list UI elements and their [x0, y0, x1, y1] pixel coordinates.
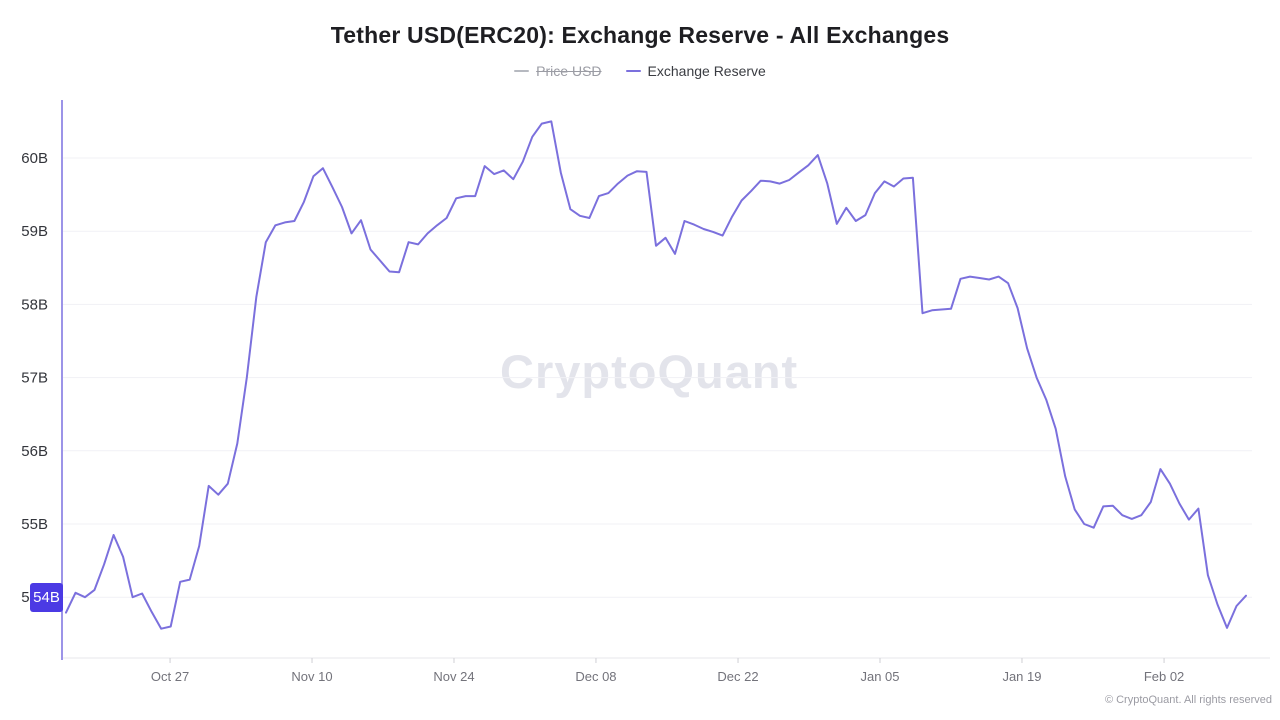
legend: Price USD Exchange Reserve — [0, 63, 1280, 79]
y-axis-label: 56B — [21, 443, 48, 460]
exchange-reserve-line[interactable] — [65, 120, 1247, 630]
chart-title: Tether USD(ERC20): Exchange Reserve - Al… — [330, 22, 950, 48]
legend-dash-icon — [514, 70, 530, 72]
y-axis-label: 55B — [21, 516, 48, 533]
y-axis-label: 58B — [21, 296, 48, 313]
last-value-badge: 54B — [30, 583, 63, 612]
cryptoquant-watermark: CryptoQuant — [500, 345, 799, 398]
legend-dash-icon — [625, 70, 641, 72]
x-axis-label: Dec 22 — [717, 669, 758, 684]
x-axis-label: Dec 08 — [575, 669, 616, 684]
legend-label-exchange-reserve: Exchange Reserve — [647, 63, 766, 79]
legend-label-price-usd: Price USD — [536, 63, 602, 79]
y-axis-label: 60B — [21, 150, 48, 167]
x-axis-label: Nov 24 — [433, 669, 474, 684]
x-axis-label: Oct 27 — [151, 669, 189, 684]
x-axis-label: Jan 19 — [1002, 669, 1041, 684]
x-axis-label: Jan 05 — [860, 669, 899, 684]
legend-item-exchange-reserve[interactable]: Exchange Reserve — [625, 63, 766, 79]
x-axis-label: Feb 02 — [1144, 669, 1184, 684]
x-axis-label: Nov 10 — [291, 669, 332, 684]
y-axis-label: 59B — [21, 223, 48, 240]
y-axis-label: 57B — [21, 370, 48, 387]
copyright-text: © CryptoQuant. All rights reserved — [1104, 694, 1272, 706]
legend-item-price-usd[interactable]: Price USD — [514, 63, 602, 79]
